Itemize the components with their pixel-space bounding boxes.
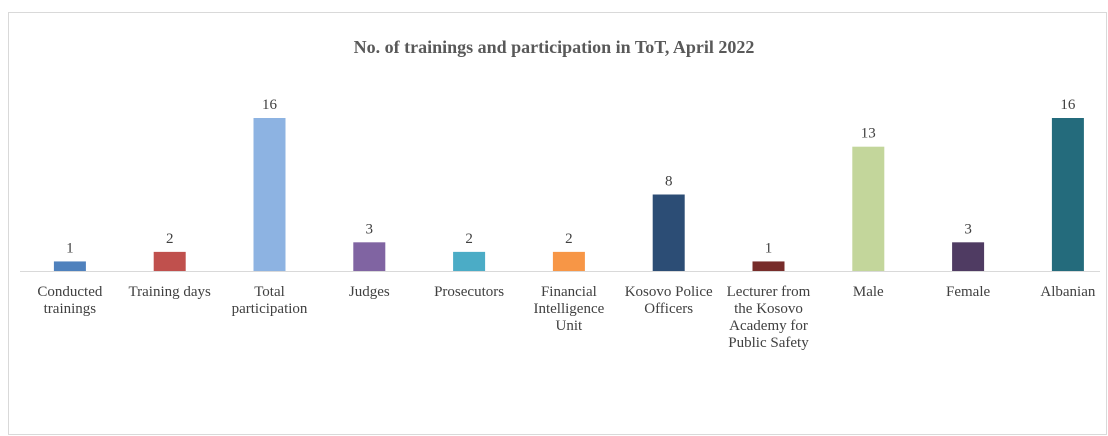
data-label: 16	[1060, 97, 1076, 113]
chart-frame	[8, 12, 1107, 435]
x-tick-label: Financial Intelligence Unit	[533, 284, 605, 334]
x-tick-label: Total participation	[231, 284, 308, 317]
x-tick-label: Female	[946, 284, 991, 300]
data-label: 3	[366, 221, 374, 237]
bar	[253, 118, 286, 271]
data-label: 1	[66, 240, 74, 256]
data-label: 13	[861, 126, 876, 142]
data-label: 2	[465, 231, 473, 247]
x-tick-label: Conducted trainings	[37, 284, 103, 317]
bar	[752, 261, 785, 271]
data-label: 8	[665, 174, 673, 190]
data-label: 16	[262, 97, 278, 113]
bar	[153, 251, 186, 271]
bar	[552, 251, 585, 271]
bar	[353, 242, 386, 271]
x-tick-label: Male	[852, 284, 884, 300]
chart-title: No. of trainings and participation in To…	[354, 37, 755, 57]
bar	[53, 261, 86, 271]
data-label: 2	[166, 231, 174, 247]
data-label: 1	[765, 240, 773, 256]
bar	[453, 251, 486, 271]
bar	[852, 146, 885, 271]
bar	[952, 242, 985, 271]
bar	[652, 194, 685, 271]
x-tick-label: Lecturer from the Kosovo Academy for Pub…	[726, 284, 811, 351]
x-tick-label: Prosecutors	[434, 284, 505, 300]
x-tick-label: Training days	[128, 284, 211, 300]
data-label: 3	[964, 221, 972, 237]
x-tick-label: Albanian	[1040, 284, 1096, 300]
bar	[1051, 118, 1084, 271]
x-tick-label: Kosovo Police Officers	[624, 284, 713, 317]
data-label: 2	[565, 231, 573, 247]
x-tick-label: Judges	[348, 284, 390, 300]
